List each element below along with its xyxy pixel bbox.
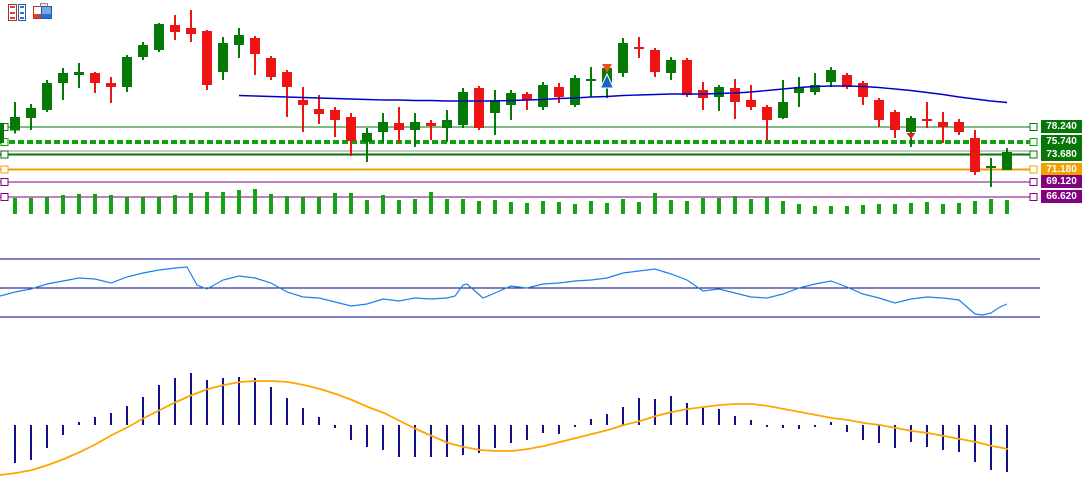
moving-average-line bbox=[238, 85, 1008, 104]
oscillator-panel bbox=[0, 258, 1040, 318]
level-drag-handle bbox=[1029, 150, 1038, 159]
price-level-label-5[interactable]: 69.120 bbox=[1041, 175, 1082, 188]
macd-panel bbox=[0, 373, 1009, 476]
level-drag-handle bbox=[1029, 178, 1038, 186]
journal-panel-icon[interactable] bbox=[8, 3, 26, 21]
signal-arrows bbox=[599, 64, 916, 139]
price-level-label-2[interactable]: 75.740 bbox=[1041, 135, 1082, 148]
level-drag-handle bbox=[1029, 123, 1038, 131]
price-level-label-3[interactable]: 73.680 bbox=[1041, 147, 1082, 161]
level-drag-handle bbox=[0, 150, 9, 159]
level-drag-handle bbox=[1029, 193, 1038, 201]
price-level-label-1[interactable]: 78.240 bbox=[1041, 120, 1082, 133]
journal-red-page bbox=[8, 4, 17, 21]
price-level-label-6[interactable]: 66.620 bbox=[1041, 190, 1082, 203]
level-drag-handle bbox=[0, 193, 9, 201]
level-drag-handle bbox=[1029, 165, 1038, 174]
chart-windows-icon[interactable] bbox=[33, 3, 52, 19]
volume-bars bbox=[13, 189, 1009, 214]
chart-windows-blue-page bbox=[41, 6, 52, 19]
chart-toolbar bbox=[8, 3, 52, 21]
price-level-label-4[interactable]: 71.180 bbox=[1041, 162, 1082, 176]
support-resistance-lines[interactable] bbox=[0, 123, 1038, 201]
level-drag-handle bbox=[0, 178, 9, 186]
level-drag-handle bbox=[0, 165, 9, 174]
level-drag-handle bbox=[1029, 138, 1038, 146]
journal-blue-page bbox=[17, 4, 26, 21]
candlesticks bbox=[0, 10, 1012, 187]
